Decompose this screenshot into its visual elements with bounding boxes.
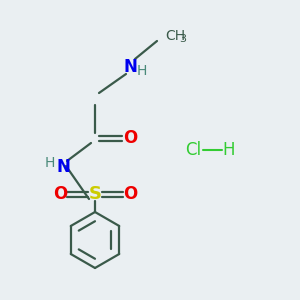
Text: N: N — [123, 58, 137, 76]
Text: 3: 3 — [179, 34, 186, 44]
Text: H: H — [222, 141, 235, 159]
Text: CH: CH — [165, 29, 185, 43]
Text: S: S — [88, 185, 101, 203]
Text: Cl: Cl — [185, 141, 201, 159]
Text: O: O — [123, 129, 137, 147]
Text: N: N — [56, 158, 70, 176]
Text: H: H — [45, 156, 55, 170]
Text: O: O — [123, 185, 137, 203]
Text: O: O — [53, 185, 67, 203]
Text: H: H — [137, 64, 147, 78]
